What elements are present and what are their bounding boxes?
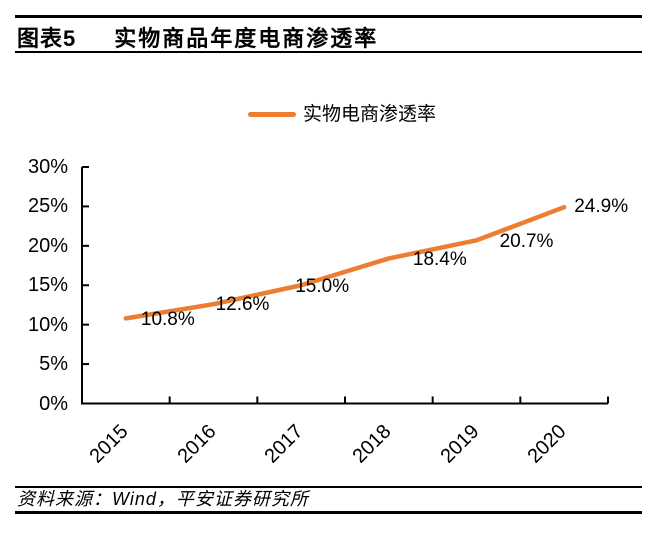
- legend-line-swatch: [248, 112, 296, 117]
- data-point-label: 18.4%: [412, 249, 467, 271]
- figure-title: 实物商品年度电商渗透率: [114, 26, 379, 51]
- y-axis-tick-label: 30%: [27, 156, 68, 178]
- legend-series-label: 实物电商渗透率: [303, 104, 437, 125]
- data-source-note: 资料来源：Wind，平安证券研究所: [17, 489, 309, 509]
- y-axis-tick-label: 0%: [39, 392, 68, 415]
- data-point-label: 12.6%: [215, 294, 270, 316]
- data-point-label: 15.0%: [295, 275, 350, 297]
- y-axis-tick-label: 25%: [27, 195, 68, 218]
- data-point-label: 10.8%: [140, 309, 195, 331]
- chart-header: 图表5 实物商品年度电商渗透率: [17, 24, 379, 51]
- y-axis-tick-label: 15%: [27, 274, 68, 297]
- chart-legend: 实物电商渗透率: [248, 103, 436, 126]
- y-axis-tick-label: 5%: [39, 353, 68, 376]
- data-point-label: 20.7%: [499, 231, 554, 253]
- y-axis-tick-label: 20%: [27, 234, 68, 257]
- data-point-label: 24.9%: [574, 196, 629, 218]
- header-bottom-rule: [15, 51, 642, 53]
- series-line: [123, 204, 567, 321]
- y-axis-tick-label: 10%: [27, 313, 68, 336]
- footer-bottom-rule: [15, 511, 642, 514]
- figure-number-label: 图表5: [17, 26, 77, 51]
- header-top-rule: [15, 15, 642, 18]
- footer-top-rule: [15, 486, 642, 488]
